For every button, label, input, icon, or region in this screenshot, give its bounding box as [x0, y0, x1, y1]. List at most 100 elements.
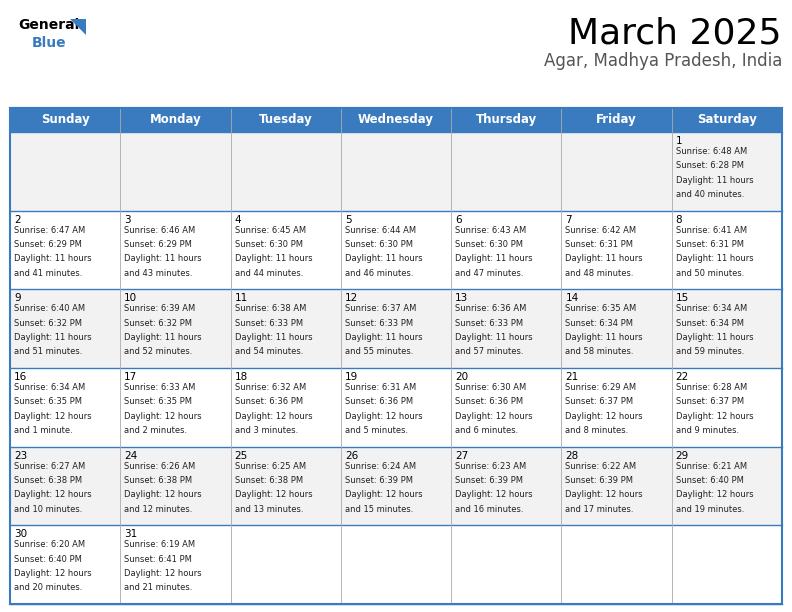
Bar: [341, 211, 451, 289]
Bar: [341, 525, 451, 604]
Text: Sunset: 6:31 PM: Sunset: 6:31 PM: [676, 240, 744, 249]
Text: Daylight: 12 hours: Daylight: 12 hours: [455, 490, 533, 499]
Text: Daylight: 12 hours: Daylight: 12 hours: [345, 490, 422, 499]
Text: March 2025: March 2025: [569, 16, 782, 50]
Text: Daylight: 11 hours: Daylight: 11 hours: [676, 333, 753, 342]
Text: Sunset: 6:33 PM: Sunset: 6:33 PM: [455, 319, 524, 327]
Text: Sunset: 6:38 PM: Sunset: 6:38 PM: [234, 476, 303, 485]
Bar: [10, 132, 120, 211]
Bar: [230, 525, 341, 604]
Bar: [10, 368, 120, 447]
Bar: [672, 447, 782, 525]
Bar: [451, 368, 562, 447]
Text: and 51 minutes.: and 51 minutes.: [14, 347, 82, 356]
Text: 12: 12: [345, 293, 358, 304]
Text: Sunrise: 6:25 AM: Sunrise: 6:25 AM: [234, 461, 306, 471]
Text: Sunset: 6:39 PM: Sunset: 6:39 PM: [455, 476, 524, 485]
Text: Sunrise: 6:34 AM: Sunrise: 6:34 AM: [14, 383, 86, 392]
Text: 20: 20: [455, 372, 468, 382]
Text: 11: 11: [234, 293, 248, 304]
Text: Daylight: 11 hours: Daylight: 11 hours: [124, 333, 202, 342]
Text: Sunrise: 6:42 AM: Sunrise: 6:42 AM: [565, 226, 637, 234]
Text: Sunset: 6:36 PM: Sunset: 6:36 PM: [345, 397, 413, 406]
Text: Sunrise: 6:35 AM: Sunrise: 6:35 AM: [565, 304, 637, 313]
Text: 15: 15: [676, 293, 689, 304]
Text: and 15 minutes.: and 15 minutes.: [345, 504, 413, 513]
Bar: [562, 132, 672, 211]
Text: Thursday: Thursday: [476, 113, 537, 127]
Text: Sunrise: 6:43 AM: Sunrise: 6:43 AM: [455, 226, 527, 234]
Bar: [120, 525, 230, 604]
Text: Daylight: 11 hours: Daylight: 11 hours: [676, 176, 753, 185]
Bar: [10, 447, 120, 525]
Text: Sunset: 6:34 PM: Sunset: 6:34 PM: [565, 319, 634, 327]
Text: Daylight: 11 hours: Daylight: 11 hours: [345, 333, 422, 342]
Text: Daylight: 12 hours: Daylight: 12 hours: [14, 569, 92, 578]
Text: Sunrise: 6:45 AM: Sunrise: 6:45 AM: [234, 226, 306, 234]
Text: Wednesday: Wednesday: [358, 113, 434, 127]
Text: and 47 minutes.: and 47 minutes.: [455, 269, 524, 278]
Text: Sunset: 6:39 PM: Sunset: 6:39 PM: [345, 476, 413, 485]
Text: Blue: Blue: [32, 36, 67, 50]
Text: 17: 17: [124, 372, 138, 382]
Text: and 58 minutes.: and 58 minutes.: [565, 347, 634, 356]
Text: Sunrise: 6:24 AM: Sunrise: 6:24 AM: [345, 461, 416, 471]
Bar: [230, 368, 341, 447]
Text: and 2 minutes.: and 2 minutes.: [124, 426, 188, 435]
Text: Sunset: 6:30 PM: Sunset: 6:30 PM: [455, 240, 524, 249]
Text: Sunset: 6:40 PM: Sunset: 6:40 PM: [14, 554, 82, 564]
Text: Friday: Friday: [596, 113, 637, 127]
Text: and 50 minutes.: and 50 minutes.: [676, 269, 744, 278]
Bar: [672, 525, 782, 604]
Text: Daylight: 11 hours: Daylight: 11 hours: [124, 254, 202, 263]
Text: and 6 minutes.: and 6 minutes.: [455, 426, 519, 435]
Text: Sunset: 6:30 PM: Sunset: 6:30 PM: [234, 240, 303, 249]
Text: Daylight: 12 hours: Daylight: 12 hours: [234, 412, 312, 420]
Text: Sunset: 6:29 PM: Sunset: 6:29 PM: [124, 240, 192, 249]
Text: 22: 22: [676, 372, 689, 382]
Bar: [672, 132, 782, 211]
Bar: [10, 525, 120, 604]
Text: Sunrise: 6:34 AM: Sunrise: 6:34 AM: [676, 304, 747, 313]
Text: Daylight: 12 hours: Daylight: 12 hours: [455, 412, 533, 420]
Text: and 21 minutes.: and 21 minutes.: [124, 583, 192, 592]
Text: Sunrise: 6:44 AM: Sunrise: 6:44 AM: [345, 226, 416, 234]
Text: and 9 minutes.: and 9 minutes.: [676, 426, 739, 435]
Bar: [10, 211, 120, 289]
Text: Daylight: 12 hours: Daylight: 12 hours: [565, 412, 643, 420]
Bar: [451, 525, 562, 604]
Text: and 43 minutes.: and 43 minutes.: [124, 269, 192, 278]
Text: Monday: Monday: [150, 113, 201, 127]
Text: Sunset: 6:32 PM: Sunset: 6:32 PM: [124, 319, 192, 327]
Text: Daylight: 12 hours: Daylight: 12 hours: [676, 490, 753, 499]
Text: Sunset: 6:40 PM: Sunset: 6:40 PM: [676, 476, 744, 485]
Text: 25: 25: [234, 450, 248, 461]
Bar: [341, 447, 451, 525]
Bar: [120, 132, 230, 211]
Text: Daylight: 12 hours: Daylight: 12 hours: [345, 412, 422, 420]
Bar: [230, 447, 341, 525]
Text: Daylight: 12 hours: Daylight: 12 hours: [14, 412, 92, 420]
Text: Sunset: 6:37 PM: Sunset: 6:37 PM: [676, 397, 744, 406]
Bar: [120, 368, 230, 447]
Text: Sunrise: 6:30 AM: Sunrise: 6:30 AM: [455, 383, 527, 392]
Bar: [672, 289, 782, 368]
Text: 9: 9: [14, 293, 21, 304]
Text: Daylight: 12 hours: Daylight: 12 hours: [234, 490, 312, 499]
Bar: [341, 289, 451, 368]
Text: 2: 2: [14, 215, 21, 225]
Text: Sunset: 6:38 PM: Sunset: 6:38 PM: [124, 476, 192, 485]
Text: Sunrise: 6:48 AM: Sunrise: 6:48 AM: [676, 147, 747, 156]
Text: Sunrise: 6:33 AM: Sunrise: 6:33 AM: [124, 383, 196, 392]
Bar: [341, 132, 451, 211]
Text: Sunrise: 6:32 AM: Sunrise: 6:32 AM: [234, 383, 306, 392]
Text: General: General: [18, 18, 79, 32]
Text: and 44 minutes.: and 44 minutes.: [234, 269, 303, 278]
Text: Daylight: 11 hours: Daylight: 11 hours: [234, 254, 312, 263]
Polygon shape: [70, 19, 86, 35]
Bar: [10, 108, 782, 604]
Text: and 40 minutes.: and 40 minutes.: [676, 190, 744, 199]
Text: Sunrise: 6:29 AM: Sunrise: 6:29 AM: [565, 383, 637, 392]
Text: Daylight: 12 hours: Daylight: 12 hours: [124, 490, 202, 499]
Text: 26: 26: [345, 450, 358, 461]
